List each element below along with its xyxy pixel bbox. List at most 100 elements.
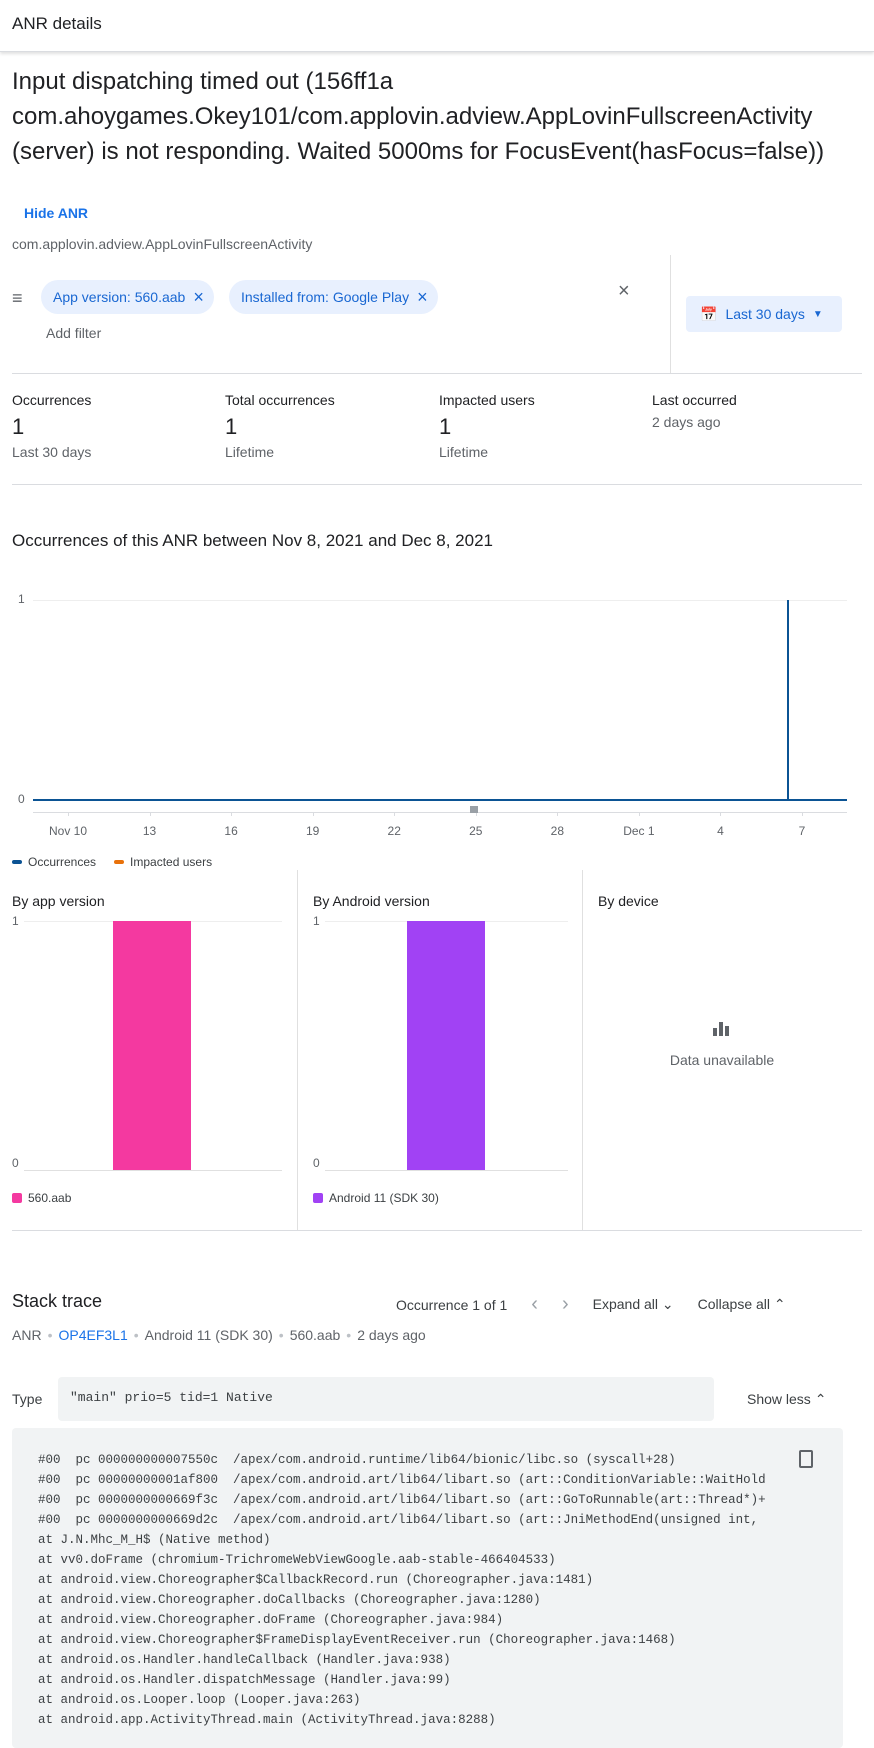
x-tick bbox=[557, 812, 559, 816]
x-axis bbox=[33, 812, 847, 813]
trace-line: at android.os.Handler.dispatchMessage (H… bbox=[38, 1673, 451, 1687]
meta-type: ANR bbox=[12, 1327, 42, 1343]
collapse-all-button[interactable]: Collapse all ⌃ bbox=[698, 1296, 786, 1313]
stat-sub: Lifetime bbox=[439, 444, 489, 460]
x-tick-label: 7 bbox=[798, 824, 806, 838]
data-point-occurrences bbox=[787, 600, 790, 800]
data-unavailable: Data unavailable bbox=[669, 1052, 775, 1068]
meta-time: 2 days ago bbox=[357, 1327, 426, 1343]
trace-line: at android.app.ActivityThread.main (Acti… bbox=[38, 1713, 496, 1727]
card-title: By app version bbox=[12, 893, 105, 909]
filter-chip-installed-from[interactable]: Installed from: Google Play × bbox=[229, 280, 438, 314]
y-tick-label: 0 bbox=[18, 792, 25, 806]
close-icon[interactable]: × bbox=[417, 286, 428, 307]
y-tick-label: 0 bbox=[313, 1156, 320, 1170]
divider bbox=[582, 870, 583, 1230]
stack-trace-title: Stack trace bbox=[12, 1291, 103, 1311]
stat-label: Last occurred bbox=[652, 392, 737, 408]
trace-line: at android.view.Choreographer.doFrame (C… bbox=[38, 1613, 504, 1627]
x-tick bbox=[802, 812, 803, 816]
card-title: By device bbox=[598, 893, 659, 909]
chart-legend: Occurrences Impacted users bbox=[12, 855, 212, 869]
divider bbox=[12, 373, 862, 374]
trace-line: at android.view.Choreographer$FrameDispl… bbox=[38, 1633, 676, 1647]
close-icon[interactable]: × bbox=[193, 286, 204, 307]
show-less-button[interactable]: Show less ⌃ bbox=[747, 1391, 826, 1408]
x-tick bbox=[149, 812, 151, 816]
stat-last-occurred: Last occurred 2 days ago bbox=[652, 392, 737, 430]
card-title: By Android version bbox=[313, 893, 430, 909]
trace-line: #00 pc 00000000001af800 /apex/com.androi… bbox=[38, 1473, 766, 1487]
gridline bbox=[33, 600, 847, 601]
x-tick-label: 25 bbox=[469, 824, 483, 838]
divider bbox=[12, 1230, 862, 1231]
chevron-up-icon: ⌃ bbox=[814, 1391, 827, 1407]
bar-Android-11-SDK-30-[interactable] bbox=[407, 921, 485, 1170]
chip-label: App version: 560.aab bbox=[53, 289, 186, 305]
clear-filters-icon[interactable]: × bbox=[618, 280, 630, 302]
chip-label: Installed from: Google Play bbox=[241, 289, 410, 305]
legend-swatch-impacted-users bbox=[114, 860, 125, 864]
copy-icon[interactable] bbox=[799, 1450, 813, 1468]
chevron-up-icon: ⌃ bbox=[773, 1296, 786, 1312]
chevron-down-icon: ⌄ bbox=[661, 1296, 674, 1312]
legend-label: 560.aab bbox=[28, 1191, 72, 1205]
x-tick bbox=[68, 812, 69, 816]
stack-meta: ANR • OP4EF3L1 • Android 11 (SDK 30) • 560.… bbox=[12, 1327, 426, 1343]
next-occurrence-icon[interactable]: › bbox=[561, 1293, 569, 1315]
occurrence-counter: Occurrence 1 of 1 bbox=[396, 1296, 508, 1313]
dropdown-arrow-icon: ▼ bbox=[812, 308, 823, 320]
hide-anr-button[interactable]: Hide ANR bbox=[24, 205, 89, 221]
meta-android: Android 11 (SDK 30) bbox=[144, 1327, 273, 1343]
legend-swatch bbox=[313, 1193, 323, 1203]
legend-swatch bbox=[12, 1193, 22, 1203]
stat-sub: Last 30 days bbox=[12, 444, 92, 460]
x-tick-label: 16 bbox=[224, 824, 238, 838]
trace-line: #00 pc 0000000000669d2c /apex/com.androi… bbox=[38, 1513, 759, 1527]
x-tick-label: 22 bbox=[387, 824, 401, 838]
stat-impacted-users: Impacted users 1 Lifetime bbox=[439, 392, 535, 460]
device-id-link[interactable]: OP4EF3L1 bbox=[58, 1327, 128, 1343]
bar-560-aab[interactable] bbox=[113, 921, 191, 1170]
calendar-icon: 📅 bbox=[700, 305, 718, 322]
x-tick-label: 28 bbox=[550, 824, 565, 838]
trace-line: #00 pc 000000000007550c /apex/com.androi… bbox=[38, 1453, 676, 1467]
divider bbox=[297, 870, 298, 1230]
y-tick-label: 1 bbox=[12, 914, 19, 928]
meta-version: 560.aab bbox=[289, 1327, 341, 1343]
collapse-all-label: Collapse all bbox=[697, 1296, 771, 1312]
thread-type-value: "main" prio=5 tid=1 Native bbox=[58, 1377, 714, 1421]
show-less-label: Show less bbox=[747, 1391, 811, 1407]
x-tick bbox=[312, 812, 314, 816]
legend-label: Android 11 (SDK 30) bbox=[329, 1191, 439, 1205]
activity-name: com.applovin.adview.AppLovinFullscreenAc… bbox=[12, 236, 313, 252]
stat-value: 1 bbox=[439, 414, 452, 439]
filter-chip-app-version[interactable]: App version: 560.aab × bbox=[41, 280, 214, 314]
type-label: Type bbox=[12, 1391, 43, 1407]
trace-line: at J.N.Mhc_M_H$ (Native method) bbox=[38, 1533, 271, 1547]
x-tick bbox=[720, 812, 722, 816]
y-tick-label: 1 bbox=[18, 592, 25, 606]
bar-chart-icon bbox=[713, 1022, 729, 1036]
trace-line: at android.view.Choreographer.doCallback… bbox=[38, 1593, 541, 1607]
add-filter-button[interactable]: Add filter bbox=[46, 325, 102, 341]
x-axis bbox=[24, 1170, 282, 1171]
x-tick-label: 4 bbox=[717, 824, 724, 838]
y-tick-label: 0 bbox=[12, 1156, 19, 1170]
legend-label: Impacted users bbox=[130, 855, 213, 869]
x-tick-label: Dec 1 bbox=[623, 824, 655, 838]
y-tick-label: 1 bbox=[313, 914, 320, 928]
stat-total-occurrences: Total occurrences 1 Lifetime bbox=[225, 392, 335, 460]
divider bbox=[12, 484, 862, 485]
date-range-label: Last 30 days bbox=[725, 306, 805, 322]
expand-all-button[interactable]: Expand all ⌄ bbox=[593, 1296, 674, 1313]
stack-trace-text: #00 pc 000000000007550c /apex/com.androi… bbox=[38, 1450, 808, 1730]
stat-value: 1 bbox=[225, 414, 238, 439]
expand-all-label: Expand all bbox=[592, 1296, 659, 1312]
x-tick bbox=[231, 812, 233, 816]
stat-value: 2 days ago bbox=[652, 414, 721, 430]
series-baseline-occurrences bbox=[33, 799, 847, 801]
date-range-button[interactable]: 📅 Last 30 days ▼ bbox=[686, 296, 842, 332]
filter-icon[interactable]: ≡ bbox=[12, 288, 23, 308]
prev-occurrence-icon[interactable]: ‹ bbox=[531, 1293, 538, 1315]
